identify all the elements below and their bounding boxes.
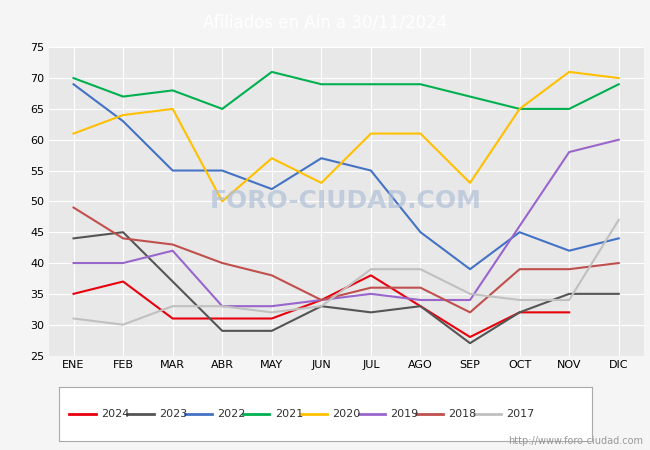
Text: 2019: 2019	[391, 409, 419, 419]
Text: 2024: 2024	[101, 409, 129, 419]
Text: 2018: 2018	[448, 409, 476, 419]
Text: Afiliados en Aín a 30/11/2024: Afiliados en Aín a 30/11/2024	[203, 14, 447, 33]
Text: 2020: 2020	[333, 409, 361, 419]
Text: 2022: 2022	[217, 409, 245, 419]
Text: http://www.foro-ciudad.com: http://www.foro-ciudad.com	[508, 436, 644, 446]
Text: FORO-CIUDAD.COM: FORO-CIUDAD.COM	[210, 189, 482, 213]
Text: 2021: 2021	[275, 409, 303, 419]
Text: 2023: 2023	[159, 409, 187, 419]
Text: 2017: 2017	[506, 409, 534, 419]
